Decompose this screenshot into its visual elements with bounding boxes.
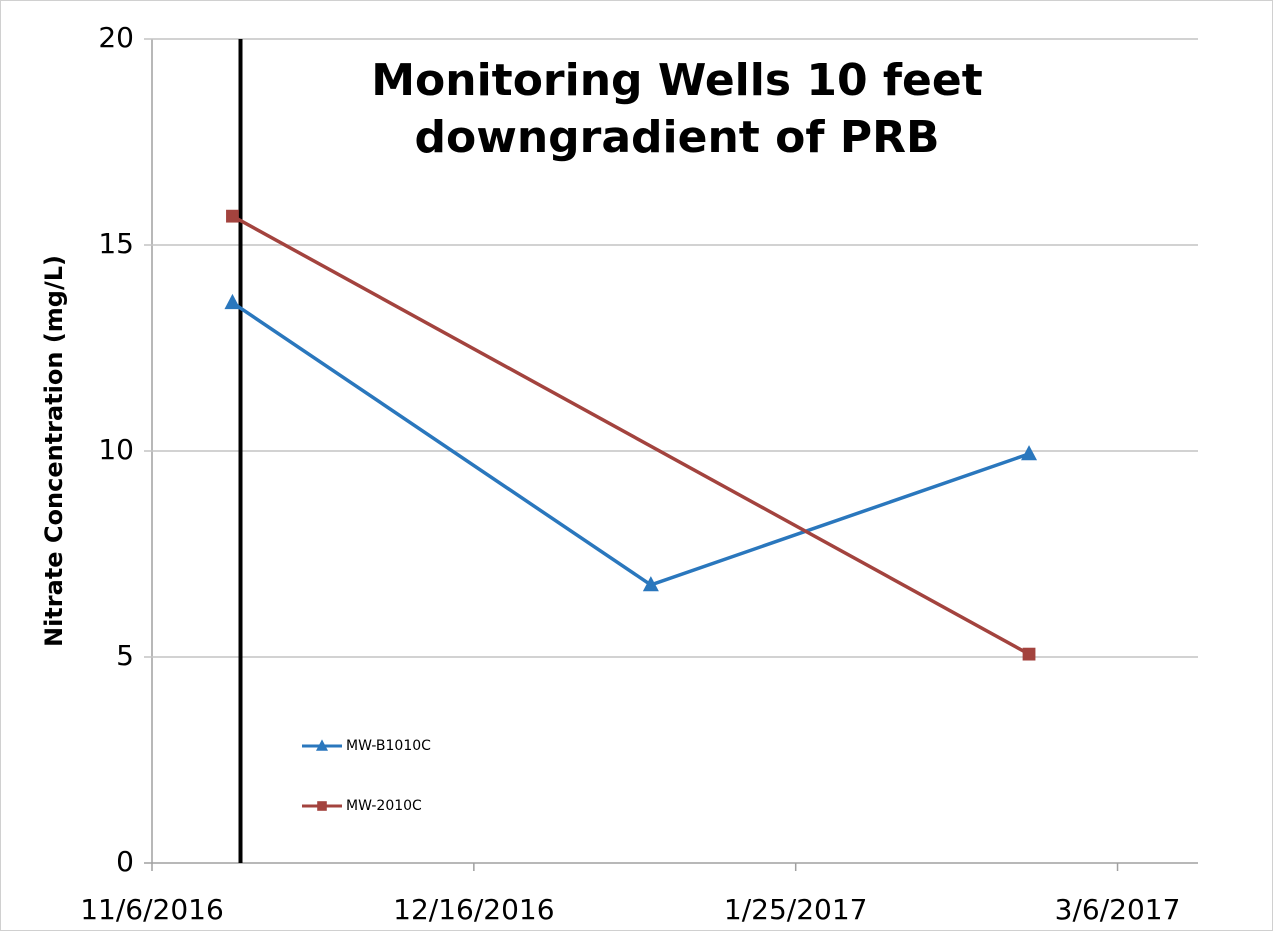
legend-marker bbox=[316, 739, 328, 751]
chart-title: Monitoring Wells 10 feet downgradient of… bbox=[371, 55, 983, 163]
marker bbox=[1021, 445, 1038, 461]
series-line bbox=[231, 214, 1030, 656]
legend-label: MW-2010C bbox=[346, 798, 422, 814]
y-tick-label: 5 bbox=[116, 639, 134, 672]
y-tick-label: 15 bbox=[98, 227, 134, 260]
marker bbox=[1022, 647, 1036, 661]
marker bbox=[226, 209, 239, 223]
y-tick-label: 20 bbox=[98, 21, 134, 54]
marker bbox=[642, 576, 659, 592]
y-axis-label: Nitrate Concentration (mg/L) bbox=[40, 255, 68, 647]
y-tick-label: 0 bbox=[116, 845, 134, 878]
legend-marker bbox=[317, 801, 327, 811]
marker bbox=[224, 293, 241, 310]
x-tick-label: 11/6/2016 bbox=[80, 893, 224, 926]
x-tick-label: 1/25/2017 bbox=[724, 893, 868, 926]
y-tick-label: 10 bbox=[98, 433, 134, 466]
legend-label: MW-B1010C bbox=[346, 738, 431, 754]
series-line bbox=[231, 301, 1030, 587]
x-tick-label: 3/6/2017 bbox=[1055, 893, 1181, 926]
x-tick-label: 12/16/2016 bbox=[393, 893, 554, 926]
